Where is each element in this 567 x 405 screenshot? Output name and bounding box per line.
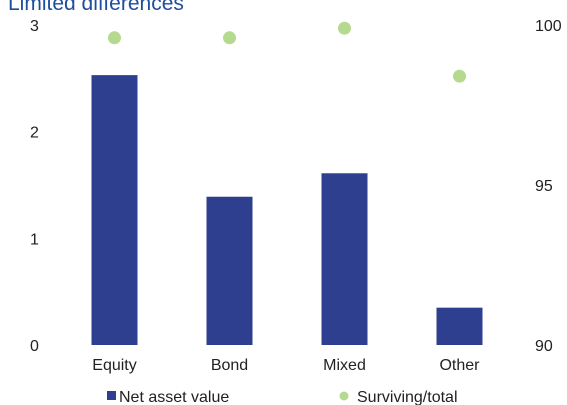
- dot: [108, 31, 121, 45]
- category-axis: Equity Bond Mixed Other: [92, 357, 480, 374]
- right-tick-label: 90: [535, 338, 553, 355]
- category-label: Bond: [211, 357, 248, 374]
- left-tick-label: 2: [30, 125, 39, 142]
- legend: Net asset value Surviving/total: [107, 389, 458, 405]
- legend-label: Net asset value: [119, 389, 229, 405]
- category-label: Equity: [92, 357, 136, 374]
- chart-title: Limited differences: [8, 0, 184, 15]
- right-axis: 90 95 100: [535, 18, 562, 355]
- bar: [206, 196, 253, 345]
- left-tick-label: 1: [30, 231, 39, 248]
- right-tick-label: 100: [535, 18, 562, 35]
- bar: [321, 173, 368, 345]
- left-tick-label: 3: [30, 18, 39, 35]
- bar: [436, 307, 483, 345]
- right-tick-label: 95: [535, 178, 553, 195]
- bar-series: [91, 75, 483, 345]
- legend-swatch-bar: [107, 391, 116, 400]
- left-axis: 0 1 2 3: [30, 18, 39, 355]
- legend-swatch-dot: [339, 391, 349, 401]
- bar: [91, 75, 138, 345]
- category-label: Mixed: [323, 357, 366, 374]
- left-tick-label: 0: [30, 338, 39, 355]
- category-label: Other: [439, 357, 480, 374]
- dot: [338, 21, 351, 35]
- dot: [223, 31, 236, 45]
- dot-series: [108, 21, 466, 83]
- legend-label: Surviving/total: [357, 389, 458, 405]
- dot: [453, 69, 466, 83]
